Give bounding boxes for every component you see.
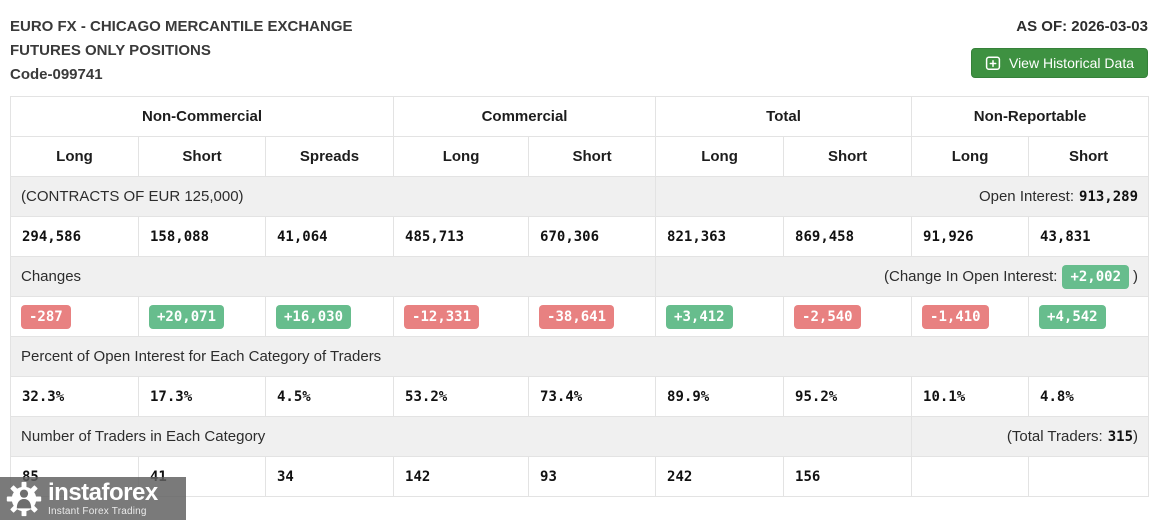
col-header-nr-long: Long <box>911 136 1030 177</box>
traders-label: Number of Traders in Each Category <box>9 416 913 457</box>
col-header-c-short: Short <box>528 136 657 177</box>
positions-nc-spreads: 41,064 <box>264 216 395 257</box>
changes-row: -287 +20,071 +16,030 -12,331 -38,641 +3,… <box>10 296 1150 337</box>
col-header-nc-spreads: Spreads <box>264 136 395 177</box>
view-historical-data-button[interactable]: View Historical Data <box>970 48 1148 78</box>
percent-nc-long: 32.3% <box>10 376 139 417</box>
traders-nr-long <box>911 456 1030 497</box>
watermark-text: instaforex Instant Forex Trading <box>48 478 158 517</box>
percent-t-long: 89.9% <box>655 376 785 417</box>
instaforex-gear-person-icon <box>6 481 42 516</box>
total-traders-value: 315 <box>1107 429 1134 445</box>
traders-t-short: 156 <box>783 456 913 497</box>
total-traders-label: (Total Traders: <box>1006 428 1103 445</box>
group-header-total: Total <box>655 96 913 137</box>
open-interest-value: 913,289 <box>1079 189 1139 205</box>
col-header-t-long: Long <box>655 136 785 177</box>
positions-c-long: 485,713 <box>393 216 530 257</box>
percent-label: Percent of Open Interest for Each Catego… <box>9 336 1150 377</box>
changes-nc-short: +20,071 <box>138 296 266 337</box>
percent-nc-spreads: 4.5% <box>264 376 395 417</box>
open-interest-label: Open Interest: <box>978 188 1075 205</box>
change-open-interest-badge: +2,002 <box>1062 264 1130 289</box>
contracts-label: (CONTRACTS OF EUR 125,000) <box>9 176 657 217</box>
traders-nr-short <box>1028 456 1150 497</box>
report-code: Code-099741 <box>10 66 103 83</box>
traders-c-long: 142 <box>393 456 530 497</box>
traders-section-row: Number of Traders in Each Category (Tota… <box>9 416 1150 457</box>
traders-c-short: 93 <box>528 456 657 497</box>
report-subtitle: FUTURES ONLY POSITIONS <box>10 42 211 59</box>
change-badge: +20,071 <box>149 304 225 329</box>
calendar-plus-icon <box>985 56 1001 70</box>
percent-nc-short: 17.3% <box>138 376 266 417</box>
changes-t-short: -2,540 <box>783 296 913 337</box>
view-historical-data-label: View Historical Data <box>1008 55 1134 71</box>
changes-nc-spreads: +16,030 <box>264 296 395 337</box>
as-of-date: AS OF: 2026-03-03 <box>1016 18 1148 35</box>
change-badge: -12,331 <box>404 304 480 329</box>
change-badge: -287 <box>21 304 71 329</box>
changes-c-long: -12,331 <box>393 296 530 337</box>
percent-row: 32.3% 17.3% 4.5% 53.2% 73.4% 89.9% 95.2%… <box>10 376 1150 417</box>
instaforex-watermark: instaforex Instant Forex Trading <box>0 477 186 520</box>
cot-table: Non-Commercial Commercial Total Non-Repo… <box>9 96 1150 497</box>
traders-nc-spreads: 34 <box>264 456 395 497</box>
changes-c-short: -38,641 <box>528 296 657 337</box>
change-badge: -1,410 <box>922 304 989 329</box>
contracts-section-row: (CONTRACTS OF EUR 125,000) Open Interest… <box>9 176 1150 217</box>
col-header-nr-short: Short <box>1028 136 1150 177</box>
col-header-nc-short: Short <box>138 136 266 177</box>
change-open-interest-label: (Change In Open Interest: <box>884 267 1058 285</box>
positions-c-short: 670,306 <box>528 216 657 257</box>
total-traders-suffix: ) <box>1133 428 1139 445</box>
group-header-commercial: Commercial <box>393 96 657 137</box>
percent-section-row: Percent of Open Interest for Each Catego… <box>9 336 1150 377</box>
sub-header-row: Long Short Spreads Long Short Long Short… <box>10 136 1150 177</box>
watermark-tagline: Instant Forex Trading <box>48 505 147 517</box>
header-right: AS OF: 2026-03-03 View Historical Data <box>970 15 1148 78</box>
positions-nc-short: 158,088 <box>138 216 266 257</box>
watermark-brand: instaforex <box>48 478 158 506</box>
changes-label: Changes <box>9 256 657 297</box>
percent-nr-long: 10.1% <box>911 376 1030 417</box>
change-badge: +3,412 <box>666 304 733 329</box>
col-header-t-short: Short <box>783 136 913 177</box>
change-badge: +4,542 <box>1039 304 1106 329</box>
positions-t-short: 869,458 <box>783 216 913 257</box>
percent-t-short: 95.2% <box>783 376 913 417</box>
changes-nr-long: -1,410 <box>911 296 1030 337</box>
positions-nr-short: 43,831 <box>1028 216 1150 257</box>
open-interest: Open Interest: 913,289 <box>655 176 1150 217</box>
percent-c-long: 53.2% <box>393 376 530 417</box>
change-badge: -38,641 <box>539 304 615 329</box>
group-header-non-reportable: Non-Reportable <box>911 96 1150 137</box>
col-header-nc-long: Long <box>10 136 139 177</box>
percent-c-short: 73.4% <box>528 376 657 417</box>
changes-section-row: Changes (Change In Open Interest: +2,002) <box>9 256 1150 297</box>
page-header: EURO FX - CHICAGO MERCANTILE EXCHANGE FU… <box>0 0 1159 96</box>
col-header-c-long: Long <box>393 136 530 177</box>
group-header-non-commercial: Non-Commercial <box>9 96 395 137</box>
percent-nr-short: 4.8% <box>1028 376 1150 417</box>
report-title-block: EURO FX - CHICAGO MERCANTILE EXCHANGE FU… <box>10 15 353 87</box>
changes-t-long: +3,412 <box>655 296 785 337</box>
total-traders: (Total Traders: 315) <box>911 416 1150 457</box>
change-open-interest-suffix: ) <box>1133 267 1139 285</box>
positions-nr-long: 91,926 <box>911 216 1030 257</box>
positions-nc-long: 294,586 <box>10 216 139 257</box>
changes-nr-short: +4,542 <box>1028 296 1150 337</box>
report-title: EURO FX - CHICAGO MERCANTILE EXCHANGE <box>10 18 353 35</box>
changes-nc-long: -287 <box>10 296 139 337</box>
change-open-interest: (Change In Open Interest: +2,002) <box>655 256 1150 297</box>
traders-t-long: 242 <box>655 456 785 497</box>
group-header-row: Non-Commercial Commercial Total Non-Repo… <box>9 96 1150 137</box>
positions-t-long: 821,363 <box>655 216 785 257</box>
change-badge: +16,030 <box>276 304 352 329</box>
change-badge: -2,540 <box>794 304 861 329</box>
positions-row: 294,586 158,088 41,064 485,713 670,306 8… <box>10 216 1150 257</box>
cot-table-wrap: Non-Commercial Commercial Total Non-Repo… <box>9 96 1150 497</box>
